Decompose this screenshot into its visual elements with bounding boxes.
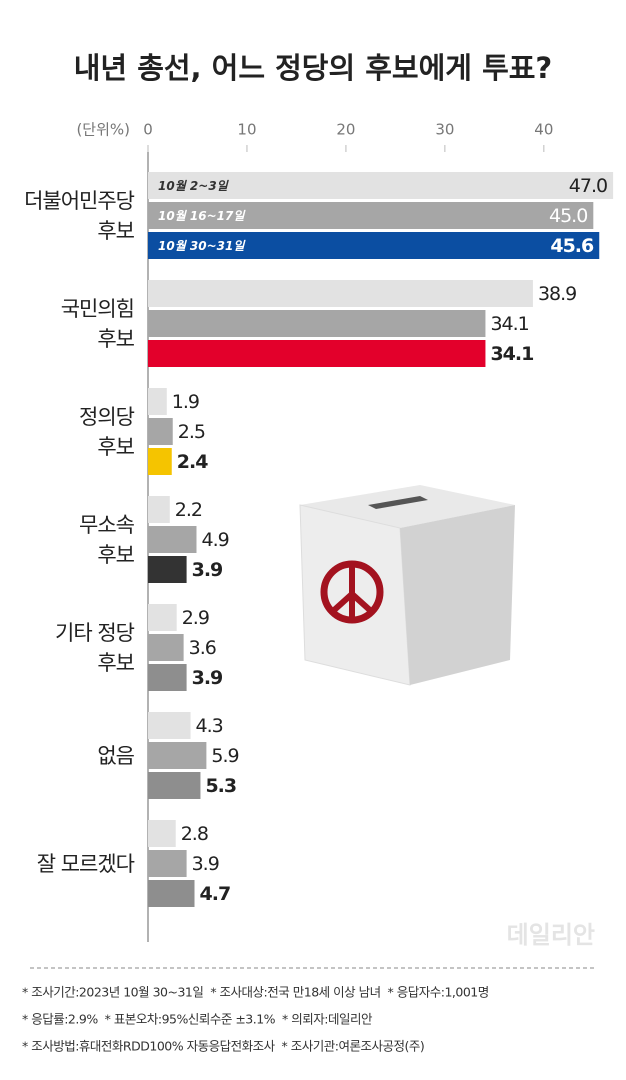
legend-label: 10월 30~31일 bbox=[158, 239, 246, 253]
bar bbox=[148, 448, 172, 475]
value-label: 4.9 bbox=[201, 529, 228, 551]
value-label: 47.0 bbox=[569, 175, 607, 197]
bar bbox=[148, 340, 486, 367]
value-label: 2.8 bbox=[181, 823, 208, 845]
value-label: 2.4 bbox=[177, 451, 208, 473]
bar bbox=[148, 742, 207, 769]
bar bbox=[148, 310, 486, 337]
x-tick-label: 0 bbox=[143, 121, 153, 139]
bar bbox=[148, 172, 614, 199]
x-tick-label: 30 bbox=[435, 121, 454, 139]
value-label: 2.5 bbox=[178, 421, 205, 443]
category-label: 더불어민주당 후보 bbox=[24, 188, 135, 243]
bar bbox=[148, 664, 187, 691]
value-label: 1.9 bbox=[172, 391, 199, 413]
bar bbox=[148, 418, 173, 445]
value-label: 45.0 bbox=[549, 205, 587, 227]
value-label: 3.9 bbox=[192, 853, 219, 875]
value-label: 38.9 bbox=[538, 283, 576, 305]
note: * 조사기간:2023년 10월 30~31일 * 조사대상:전국 만18세 이… bbox=[22, 985, 489, 1000]
x-tick-label: 40 bbox=[534, 121, 553, 139]
bar bbox=[148, 232, 600, 259]
x-tick-label: 20 bbox=[336, 121, 355, 139]
bar bbox=[148, 712, 191, 739]
value-label: 4.3 bbox=[196, 715, 223, 737]
unit-label: (단위%) bbox=[76, 121, 130, 139]
bar bbox=[148, 388, 167, 415]
category-label: 없음 bbox=[97, 743, 135, 768]
bar bbox=[148, 202, 594, 229]
bar bbox=[148, 850, 187, 877]
bar bbox=[148, 880, 195, 907]
bar bbox=[148, 604, 177, 631]
bar bbox=[148, 496, 170, 523]
value-label: 34.1 bbox=[490, 343, 533, 365]
value-label: 5.9 bbox=[211, 745, 238, 767]
category-label: 정의당 후보 bbox=[79, 404, 135, 459]
bar bbox=[148, 556, 187, 583]
category-label: 기타 정당 후보 bbox=[55, 620, 135, 675]
value-label: 3.6 bbox=[189, 637, 216, 659]
ballot-box bbox=[299, 485, 515, 686]
category-label: 국민의힘 후보 bbox=[60, 296, 135, 351]
bar bbox=[148, 634, 184, 661]
watermark: 데일리안 bbox=[507, 921, 595, 949]
value-label: 45.6 bbox=[550, 235, 594, 257]
bar bbox=[148, 820, 176, 847]
value-label: 5.3 bbox=[205, 775, 236, 797]
value-label: 2.9 bbox=[182, 607, 209, 629]
chart-title: 내년 총선, 어느 정당의 후보에게 투표? bbox=[74, 51, 553, 85]
value-label: 34.1 bbox=[490, 313, 528, 335]
value-label: 2.2 bbox=[175, 499, 202, 521]
value-label: 4.7 bbox=[200, 883, 231, 905]
value-label: 3.9 bbox=[192, 667, 223, 689]
legend-label: 10월 16~17일 bbox=[158, 209, 246, 223]
category-label: 잘 모르겠다 bbox=[36, 851, 135, 876]
category-label: 무소속 후보 bbox=[79, 512, 135, 567]
bar bbox=[148, 280, 533, 307]
x-tick-label: 10 bbox=[237, 121, 256, 139]
bar bbox=[148, 526, 197, 553]
note: * 응답률:2.9% * 표본오차:95%신뢰수준 ±3.1% * 의뢰자:데일… bbox=[22, 1012, 373, 1027]
value-label: 3.9 bbox=[192, 559, 223, 581]
legend-label: 10월 2~3일 bbox=[158, 179, 230, 193]
note: * 조사방법:휴대전화RDD100% 자동응답전화조사 * 조사기관:여론조사공… bbox=[22, 1039, 424, 1054]
bar bbox=[148, 772, 201, 799]
